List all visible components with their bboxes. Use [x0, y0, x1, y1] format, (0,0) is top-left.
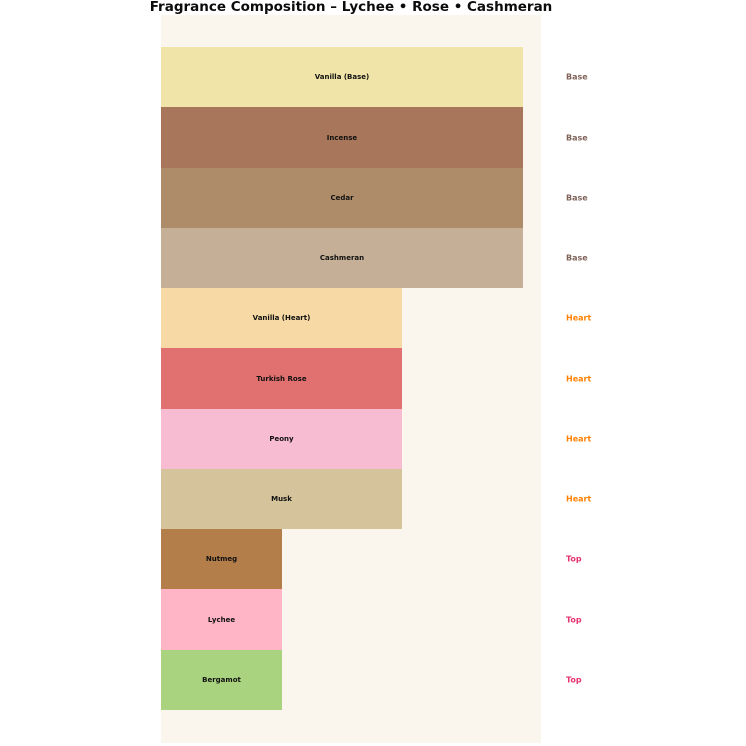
- tier-label-base: Base: [566, 72, 588, 82]
- tier-label-heart: Heart: [566, 494, 592, 504]
- note-label: Vanilla (Heart): [252, 314, 311, 322]
- chart-title: Fragrance Composition – Lychee • Rose • …: [149, 0, 553, 15]
- note-label: Nutmeg: [205, 555, 238, 563]
- note-label: Bergamot: [202, 676, 241, 684]
- tier-label-top: Top: [566, 615, 582, 624]
- bar-turkish-rose: Turkish Rose: [161, 348, 402, 409]
- note-label: Vanilla (Base): [314, 73, 370, 81]
- bar-bergamot: Bergamot: [161, 650, 282, 710]
- bar-peony: Peony: [161, 409, 402, 469]
- bar-lychee: Lychee: [161, 589, 282, 650]
- tier-label-heart: Heart: [566, 313, 592, 323]
- tier-label-base: Base: [566, 133, 588, 142]
- bar-cashmeran: Cashmeran: [161, 228, 523, 288]
- note-label: Incense: [326, 133, 358, 142]
- plot-area: Vanilla (Base) Incense Cedar Cashmeran Vanil…: [161, 15, 541, 743]
- bar-vanilla-base: Vanilla (Base): [161, 47, 523, 107]
- tier-label-top: Top: [566, 554, 582, 564]
- tier-label-base: Base: [566, 193, 588, 203]
- note-label: Cedar: [330, 194, 354, 202]
- tier-label-heart: Heart: [566, 374, 592, 383]
- bar-musk: Musk: [161, 469, 402, 529]
- note-label: Musk: [271, 495, 292, 503]
- tier-label-top: Top: [566, 675, 582, 685]
- bar-incense: Incense: [161, 107, 523, 168]
- tier-label-heart: Heart: [566, 434, 592, 444]
- tier-label-base: Base: [566, 253, 588, 263]
- note-label: Turkish Rose: [256, 374, 307, 383]
- note-label: Peony: [269, 435, 294, 443]
- note-label: Lychee: [207, 615, 236, 624]
- bar-vanilla-heart: Vanilla (Heart): [161, 288, 402, 348]
- bar-nutmeg: Nutmeg: [161, 529, 282, 589]
- note-label: Cashmeran: [319, 254, 365, 262]
- bar-cedar: Cedar: [161, 168, 523, 228]
